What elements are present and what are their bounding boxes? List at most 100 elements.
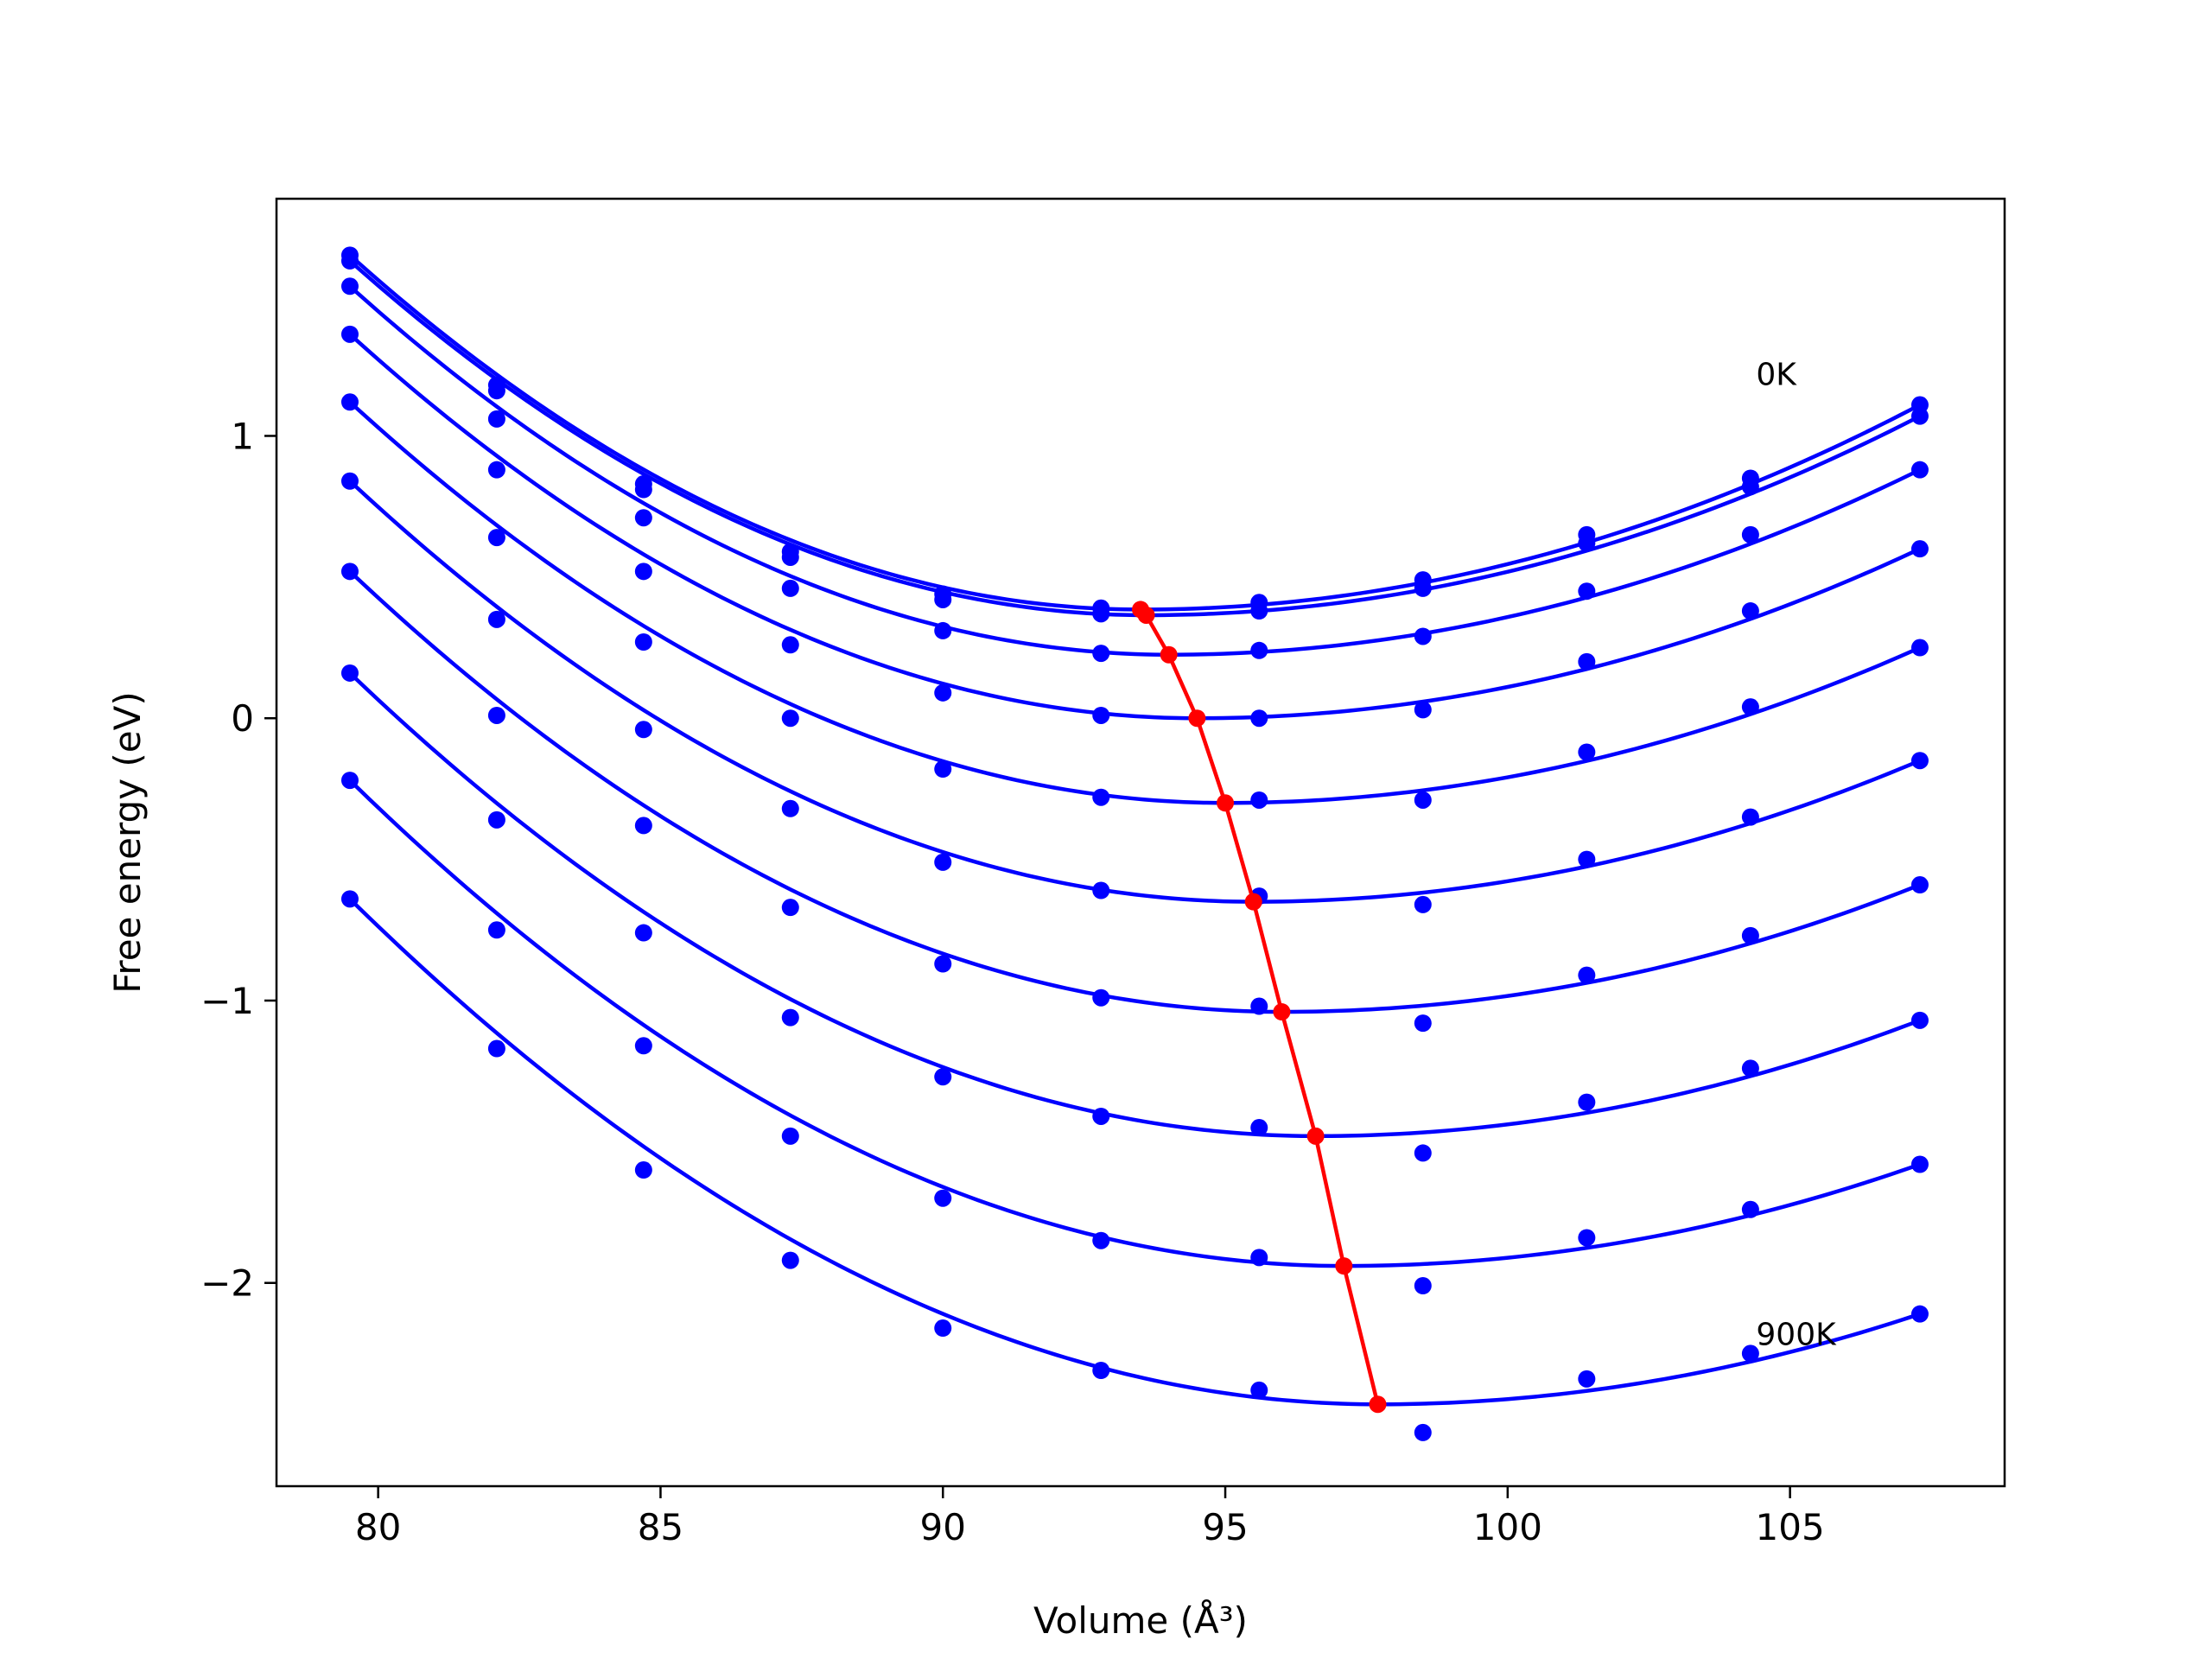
y-tick-label: −1	[200, 980, 254, 1022]
data-point	[340, 664, 359, 682]
data-point	[1910, 407, 1929, 425]
data-point	[934, 955, 952, 973]
data-point	[1414, 627, 1432, 645]
minimum-point	[1335, 1257, 1353, 1275]
data-point	[1414, 1423, 1432, 1441]
data-point	[1092, 788, 1110, 806]
data-point	[1250, 791, 1268, 809]
data-point	[781, 899, 799, 917]
y-tick-label: −2	[200, 1262, 254, 1305]
data-point	[1250, 997, 1268, 1015]
data-point	[781, 1127, 799, 1145]
data-point	[1414, 701, 1432, 719]
data-point	[934, 1068, 952, 1086]
minimum-point	[1160, 645, 1178, 664]
data-point	[1910, 1155, 1929, 1173]
data-point	[1741, 525, 1759, 543]
data-point	[634, 1161, 652, 1179]
data-point	[1578, 966, 1596, 984]
y-tick-label: 0	[231, 697, 254, 740]
minima-path	[1139, 607, 1380, 1405]
data-point	[487, 921, 505, 939]
x-tick-label: 90	[920, 1506, 966, 1548]
data-point	[634, 721, 652, 739]
data-point	[934, 590, 952, 608]
data-point	[934, 683, 952, 702]
minimum-point	[1306, 1127, 1325, 1145]
plot-frame	[275, 197, 2006, 1488]
data-point	[1910, 639, 1929, 657]
fitted-curves	[348, 253, 1922, 1407]
data-point	[340, 277, 359, 296]
data-point	[1741, 926, 1759, 944]
data-point	[781, 799, 799, 817]
data-point	[781, 1251, 799, 1269]
minimum-point	[1137, 606, 1155, 624]
y-tick-label: 1	[231, 415, 254, 457]
data-point	[1910, 1011, 1929, 1029]
data-point	[1741, 602, 1759, 620]
data-point	[340, 890, 359, 908]
data-point	[934, 1319, 952, 1338]
data-point	[487, 706, 505, 724]
data-point	[1741, 808, 1759, 826]
minima-line	[1132, 601, 1387, 1414]
data-point	[1414, 1277, 1432, 1295]
data-point	[1092, 1362, 1110, 1380]
y-axis-label: Free energy (eV)	[106, 691, 149, 994]
data-points	[340, 246, 1929, 1441]
data-point	[781, 1008, 799, 1027]
data-point	[1414, 895, 1432, 913]
data-point	[781, 548, 799, 566]
fit-curve	[348, 480, 1921, 904]
fit-curve	[348, 897, 1921, 1407]
data-point	[634, 509, 652, 527]
data-point	[1414, 1014, 1432, 1033]
data-point	[1910, 752, 1929, 770]
data-point	[1578, 582, 1596, 601]
data-point	[1578, 652, 1596, 671]
x-tick-label: 105	[1756, 1506, 1825, 1548]
data-point	[1092, 881, 1110, 899]
data-point	[634, 563, 652, 581]
data-point	[1578, 850, 1596, 868]
data-point	[634, 480, 652, 499]
data-point	[1910, 1305, 1929, 1323]
fit-curve	[348, 671, 1921, 1139]
data-point	[487, 610, 505, 628]
data-point	[1414, 579, 1432, 597]
data-point	[1250, 709, 1268, 728]
data-point	[634, 817, 652, 835]
data-point	[781, 636, 799, 654]
data-point	[934, 1189, 952, 1207]
data-point	[340, 251, 359, 270]
data-point	[1741, 1344, 1759, 1363]
data-point	[634, 1037, 652, 1055]
data-point	[781, 709, 799, 728]
fit-curve	[348, 333, 1921, 721]
data-point	[1910, 461, 1929, 479]
x-axis-label: Volume (Å³)	[1033, 1599, 1248, 1642]
data-point	[1250, 1381, 1268, 1399]
annotations: 0K 900K	[1756, 358, 1837, 1353]
x-tick-label: 100	[1473, 1506, 1542, 1548]
data-point	[1092, 706, 1110, 724]
x-tick-label: 95	[1202, 1506, 1248, 1548]
data-point	[487, 382, 505, 400]
data-point	[1092, 1231, 1110, 1249]
data-point	[1741, 478, 1759, 496]
data-point	[340, 325, 359, 343]
data-point	[934, 621, 952, 639]
fit-curve	[348, 779, 1921, 1268]
data-point	[1250, 1249, 1268, 1267]
data-point	[1414, 1144, 1432, 1162]
minimum-point	[1244, 893, 1262, 911]
data-point	[487, 529, 505, 547]
minimum-point	[1273, 1003, 1291, 1021]
data-point	[1578, 1370, 1596, 1388]
data-point	[634, 924, 652, 942]
data-point	[1250, 1119, 1268, 1137]
data-point	[781, 579, 799, 597]
data-point	[1578, 534, 1596, 552]
